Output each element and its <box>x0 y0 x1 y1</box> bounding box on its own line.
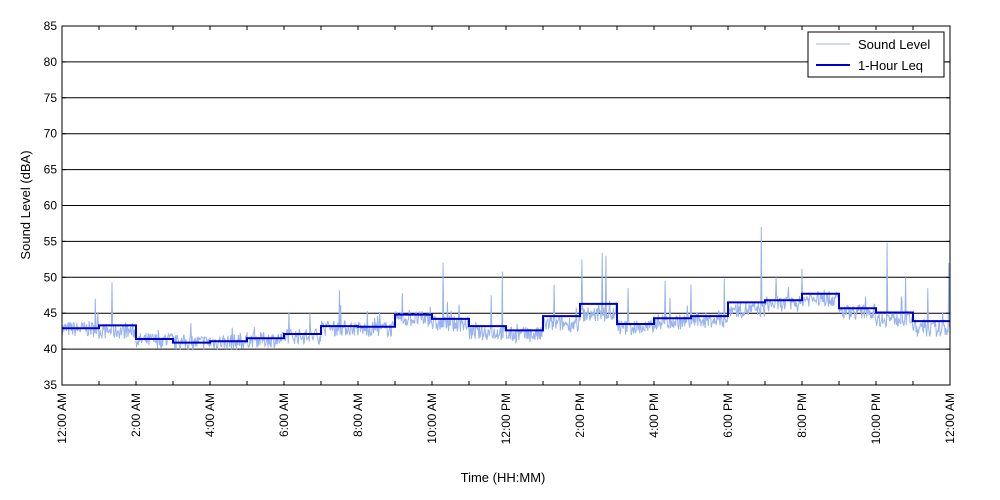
x-tick-label-4: 8:00 AM <box>351 393 365 437</box>
x-tick-label-6: 12:00 PM <box>499 393 513 444</box>
y-axis-label: Sound Level (dBA) <box>18 150 33 259</box>
y-tick-label-50: 50 <box>44 270 58 284</box>
legend: Sound Level 1-Hour Leq <box>807 31 945 78</box>
y-tick-label-75: 75 <box>44 91 58 105</box>
grid-lines <box>62 61 950 350</box>
x-tick-label-7: 2:00 PM <box>573 393 587 438</box>
leq-series <box>62 292 950 344</box>
y-tick-label-35: 35 <box>44 378 58 392</box>
x-tick-label-3: 6:00 AM <box>277 393 291 437</box>
legend-label-leq: 1-Hour Leq <box>858 58 923 73</box>
y-tick-label-70: 70 <box>44 127 58 141</box>
y-tick-label-40: 40 <box>44 342 58 356</box>
x-tick-label-10: 8:00 PM <box>795 393 809 438</box>
y-tick-label-65: 65 <box>44 163 58 177</box>
x-tick-label-1: 2:00 AM <box>129 393 143 437</box>
y-tick-label-60: 60 <box>44 199 58 213</box>
x-tick-label-2: 4:00 AM <box>203 393 217 437</box>
x-axis-ticks: 12:00 AM 2:00 AM 4:00 AM 6:00 AM 8:00 AM 10:0… <box>55 26 957 444</box>
y-axis-ticks: 35 40 45 50 55 60 65 70 75 80 85 <box>44 19 950 392</box>
x-tick-label-0: 12:00 AM <box>55 393 69 444</box>
legend-label-sound-level: Sound Level <box>858 37 930 52</box>
x-tick-label-5: 10:00 AM <box>425 393 439 444</box>
leq-step-line <box>62 292 950 344</box>
y-tick-label-85: 85 <box>44 19 58 33</box>
x-tick-label-12: 12:00 AM <box>943 393 957 444</box>
y-tick-label-55: 55 <box>44 234 58 248</box>
x-tick-label-9: 6:00 PM <box>721 393 735 438</box>
x-tick-label-8: 4:00 PM <box>647 393 661 438</box>
y-tick-label-80: 80 <box>44 55 58 69</box>
x-axis-label: Time (HH:MM) <box>461 470 546 485</box>
y-tick-label-45: 45 <box>44 306 58 320</box>
x-tick-label-11: 10:00 PM <box>869 393 883 444</box>
legend-box <box>807 31 945 78</box>
